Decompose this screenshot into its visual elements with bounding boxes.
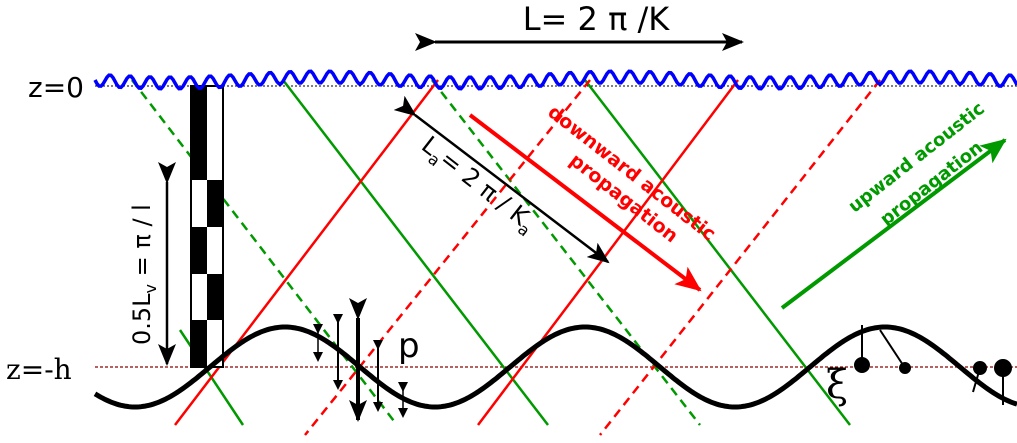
acoustic-wavelength-label: La= 2 π / Ka (414, 131, 542, 241)
downward-front-dashed-2 (599, 79, 881, 436)
surface-label: z=0 (28, 71, 84, 104)
displacement-markers (854, 325, 1012, 405)
surface-wave (93, 69, 1017, 91)
acoustic-wavelength-arrow (393, 95, 610, 264)
bottom-label: z=-h (6, 353, 72, 386)
upward-front-2 (584, 79, 851, 426)
bottom-wave (93, 324, 1017, 410)
downward-propagation-arrow (468, 113, 702, 292)
wavelength-label: L= 2 π /K (523, 0, 671, 38)
upward-wave-fronts (178, 79, 851, 426)
pressure-label: p (398, 326, 420, 366)
upward-propagation-arrow (780, 138, 1007, 310)
displacement-label: ξ (826, 362, 848, 408)
pressure-arrows (313, 298, 408, 422)
upward-front-1 (282, 79, 549, 426)
downward-label-line1: downward acoustic (544, 101, 720, 245)
vertical-scale-bar (190, 85, 224, 368)
vertical-length-label: 0.5Lv = π / l (128, 204, 160, 345)
downward-front-2 (477, 79, 739, 426)
downward-front-dashed-1 (304, 79, 591, 436)
